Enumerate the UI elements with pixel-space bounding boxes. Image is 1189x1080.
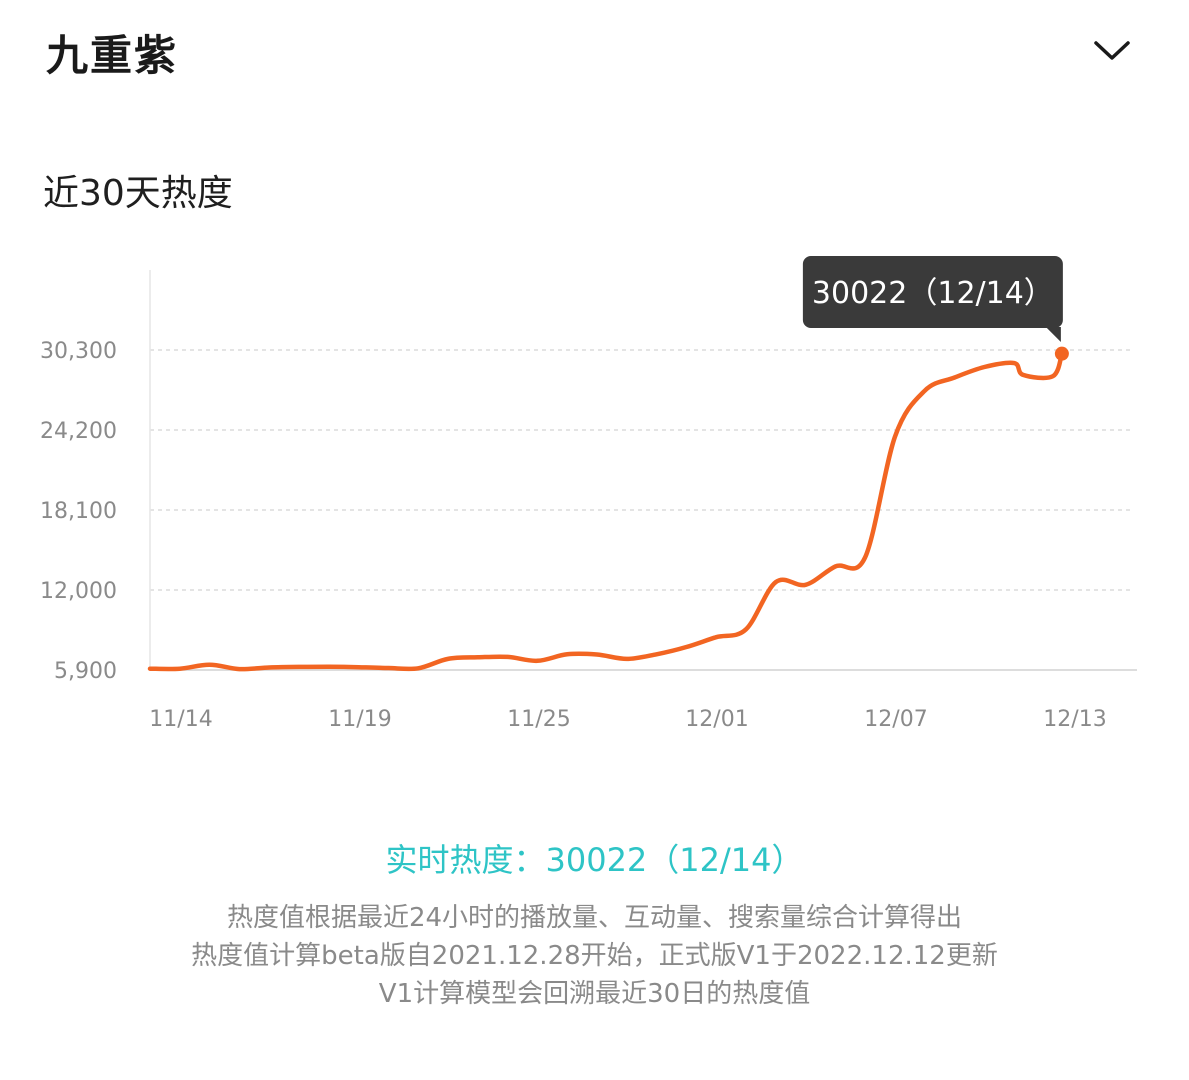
y-tick-label: 24,200 (40, 419, 117, 444)
tooltip-pointer (1045, 327, 1061, 342)
highlight-point (1054, 346, 1069, 361)
chevron-down-icon[interactable] (1092, 36, 1132, 66)
x-tick-label: 11/19 (328, 707, 391, 732)
note-line-1: 热度值根据最近24小时的播放量、互动量、搜索量综合计算得出 (226, 903, 963, 933)
x-tick-label: 11/14 (149, 707, 212, 732)
y-tick-label: 30,300 (40, 339, 117, 364)
note-line-2: 热度值计算beta版自2021.12.28开始，正式版V1于2022.12.12… (191, 941, 998, 971)
x-tick-label: 12/13 (1043, 707, 1106, 732)
page-title: 九重紫 (46, 31, 179, 80)
realtime-heat-value: 实时热度：30022（12/14） (385, 841, 804, 879)
x-tick-label: 11/25 (507, 707, 570, 732)
y-tick-label: 12,000 (40, 579, 117, 604)
series-line (147, 351, 1065, 672)
x-tick-label: 12/01 (685, 707, 748, 732)
tooltip-text: 30022（12/14） (812, 276, 1054, 311)
x-tick-label: 12/07 (864, 707, 927, 732)
y-tick-label: 5,900 (54, 659, 117, 684)
section-title: 近30天热度 (43, 173, 233, 214)
note-line-3: V1计算模型会回溯最近30日的热度值 (378, 979, 811, 1009)
tooltip-box (802, 256, 1063, 328)
heat-line-chart: 5,900 12,000 18,100 24,200 30,300 11/14 11/19 1… (40, 256, 1137, 732)
value-tooltip: 30022（12/14） (802, 256, 1063, 342)
y-tick-label: 18,100 (40, 499, 117, 524)
